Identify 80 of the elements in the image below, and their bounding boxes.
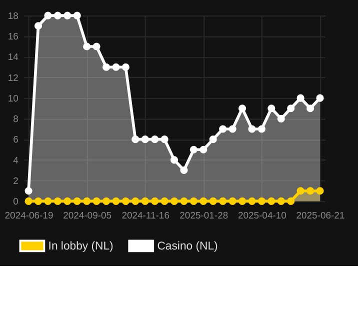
point — [73, 12, 81, 20]
point — [228, 197, 236, 205]
point — [24, 197, 32, 205]
point — [151, 197, 159, 205]
y-tick-label: 16 — [8, 32, 18, 42]
point — [160, 197, 168, 205]
point — [44, 12, 52, 20]
point — [287, 104, 295, 112]
point — [248, 125, 256, 133]
point — [83, 42, 91, 50]
point — [316, 187, 324, 195]
point — [209, 197, 217, 205]
point — [180, 166, 188, 174]
point — [190, 146, 198, 154]
point — [277, 197, 285, 205]
point — [132, 197, 140, 205]
point — [54, 197, 62, 205]
point — [141, 197, 149, 205]
point — [160, 136, 168, 144]
point — [190, 197, 198, 205]
point — [170, 156, 178, 164]
point — [296, 187, 304, 195]
point — [200, 146, 208, 154]
point — [258, 125, 266, 133]
point — [132, 136, 140, 144]
point — [306, 104, 314, 112]
point — [238, 197, 246, 205]
point — [141, 136, 149, 144]
point — [73, 197, 81, 205]
point — [170, 197, 178, 205]
x-tick-label: 2025-01-28 — [180, 210, 228, 222]
point — [200, 197, 208, 205]
y-tick-label: 12 — [8, 72, 18, 84]
point — [180, 197, 188, 205]
y-tick-label: 8 — [13, 114, 18, 126]
point — [268, 104, 276, 112]
y-tick-label: 2 — [13, 176, 18, 187]
point — [64, 12, 72, 20]
point — [268, 197, 276, 205]
y-tick-label: 0 — [13, 196, 18, 208]
point — [24, 187, 32, 195]
point — [92, 197, 100, 205]
legend-label: In lobby (NL) — [48, 240, 114, 253]
y-tick-label: 4 — [13, 155, 18, 166]
y-tick-label: 10 — [8, 93, 18, 104]
legend-label: Casino (NL) — [157, 240, 218, 253]
point — [92, 42, 100, 50]
point — [64, 197, 72, 205]
point — [219, 197, 227, 205]
point — [209, 136, 217, 144]
point — [83, 197, 91, 205]
point — [151, 136, 159, 144]
point — [306, 187, 314, 195]
y-tick-label: 14 — [8, 52, 18, 64]
y-tick-label: 18 — [8, 10, 18, 22]
point — [122, 63, 130, 71]
point — [287, 197, 295, 205]
point — [316, 94, 324, 102]
x-tick-label: 2025-06-21 — [296, 210, 345, 222]
point — [248, 197, 256, 205]
point — [34, 197, 42, 205]
point — [228, 125, 236, 133]
point — [112, 197, 120, 205]
point — [296, 94, 304, 102]
point — [122, 197, 130, 205]
x-tick-label: 2025-04-10 — [238, 210, 286, 222]
point — [258, 197, 266, 205]
x-tick-label: 2024-09-05 — [63, 210, 112, 222]
point — [34, 22, 42, 30]
point — [102, 63, 110, 71]
point — [219, 125, 227, 133]
point — [112, 63, 120, 71]
point — [238, 104, 246, 112]
point — [44, 197, 52, 205]
x-tick-label: 2024-06-19 — [4, 210, 54, 222]
y-tick-label: 6 — [13, 134, 18, 146]
point — [102, 197, 110, 205]
point — [54, 12, 62, 20]
x-tick-label: 2024-11-16 — [122, 210, 170, 222]
point — [277, 114, 285, 122]
